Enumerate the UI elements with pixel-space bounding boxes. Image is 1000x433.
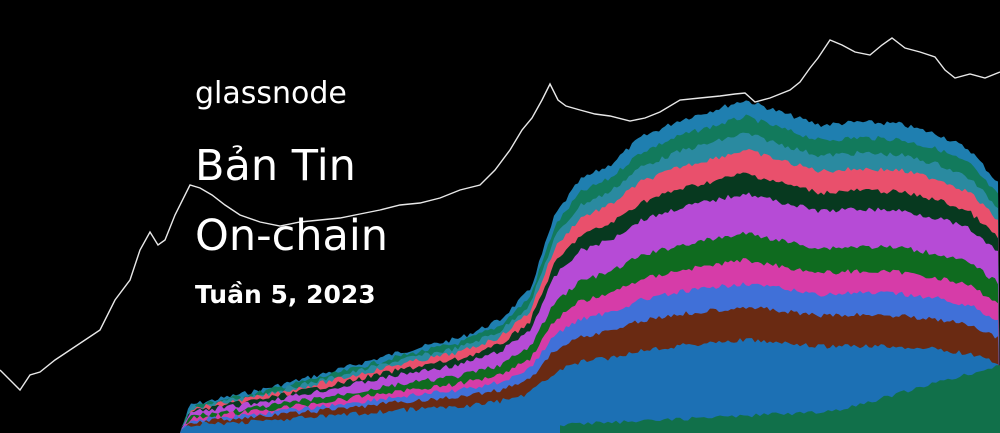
subtitle: Tuần 5, 2023 [195, 280, 376, 309]
brand: glassnode [195, 76, 347, 111]
area-layer [180, 338, 1000, 433]
decorative-areas [180, 100, 1000, 433]
title-line: On-chain [195, 211, 388, 261]
price-line [0, 37, 1000, 392]
title-line: Bản Tin [195, 141, 356, 191]
area-layer [560, 365, 1000, 433]
